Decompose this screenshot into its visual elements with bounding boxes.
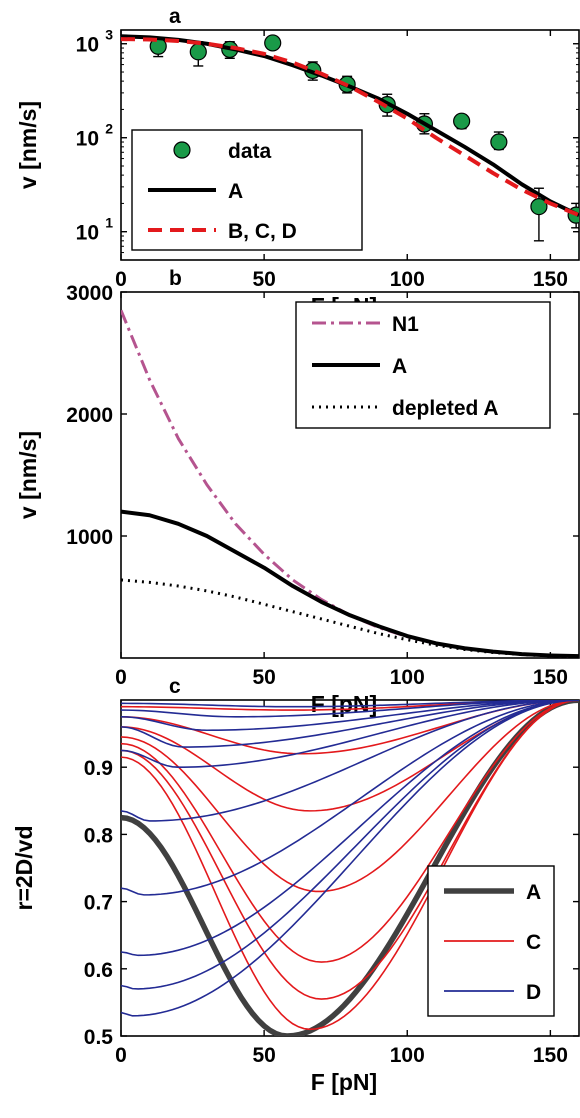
series-C-line [121,700,579,893]
series-C-line [121,700,579,1031]
legend-label: data [228,140,272,163]
data-point [189,43,207,61]
legend: A C D [427,865,555,1017]
y-tick-label: 10 [76,128,99,151]
series-D-line [121,700,579,822]
x-tick-label: 0 [115,666,127,689]
series-D-line [121,700,579,769]
series-D-line [121,700,579,732]
panel-letter: b [169,267,182,290]
legend-label: B, C, D [228,220,297,243]
legend-label: A [228,180,243,203]
x-tick-label: 100 [390,268,425,291]
series-D-line [121,700,579,1017]
series-D-line [121,700,579,748]
series-C-line [121,700,579,963]
panel-letter: a [169,5,181,28]
legend-label: A [392,355,407,378]
plot-area-c [120,699,580,1037]
x-tick-label: 150 [533,268,568,291]
series-group [121,309,579,658]
y-tick-exponent: 1 [105,215,113,231]
x-tick-label: 50 [252,268,275,291]
panel-a: 050100150101102103F [pN]v [nm/s]adataAB,… [15,5,580,319]
legend-marker [173,141,191,159]
plot-area-a [120,29,580,261]
y-tick-exponent: 3 [105,27,113,43]
x-axis-label: F [pN] [311,1069,377,1095]
plot-area-b [120,291,580,659]
series-group [121,700,579,1036]
y-tick-exponent: 2 [105,121,113,137]
y-tick-label: 2000 [66,404,113,427]
y-axis-label: v [nm/s] [15,101,41,189]
data-point [453,112,471,130]
data-point [490,133,508,151]
y-tick-label: 3000 [66,282,113,305]
y-tick-label: 1000 [66,526,113,549]
series-b-c-d-line [121,37,579,218]
series-D-line [121,700,579,708]
series-D-line [121,700,579,990]
panel-letter: c [169,675,181,698]
data-point [530,197,548,216]
y-tick-label: 0.8 [84,824,114,847]
legend-label: depleted A [392,397,499,420]
legend-label: D [526,981,541,1004]
series-D-line [121,700,579,896]
x-tick-label: 150 [533,1044,568,1067]
series-depleted-a-line [121,578,579,658]
x-tick-label: 100 [390,666,425,689]
legend-label: N1 [392,313,419,336]
x-tick-label: 150 [533,666,568,689]
y-tick-label: 0.6 [84,959,113,982]
series-D-line [121,700,579,718]
y-tick-label: 0.9 [84,757,113,780]
y-tick-label: 10 [76,222,99,245]
series-a-line [121,509,579,658]
series-group [121,34,579,242]
series-D-line [121,700,579,957]
x-tick-label: 50 [252,1044,275,1067]
y-axis-label: r=2D/vd [11,825,37,910]
panel-c: 0 50 100 150 0.5 0.6 0.7 0.8 0.9 F [pN] r=2D/vd c A C… [11,675,580,1095]
legend-label: A [526,881,541,904]
y-tick-label: 0.7 [84,892,113,915]
x-tick-label: 0 [115,1044,127,1067]
legend: data A B, C, D [131,129,363,251]
y-tick-label: 10 [76,34,99,57]
x-tick-label: 100 [390,1044,425,1067]
x-tick-label: 50 [252,666,275,689]
legend-label: C [526,931,541,954]
data-point [264,34,282,52]
y-tick-label: 0.5 [84,1026,114,1049]
y-axis-label: v [nm/s] [15,431,41,519]
x-tick-label: 0 [115,268,127,291]
